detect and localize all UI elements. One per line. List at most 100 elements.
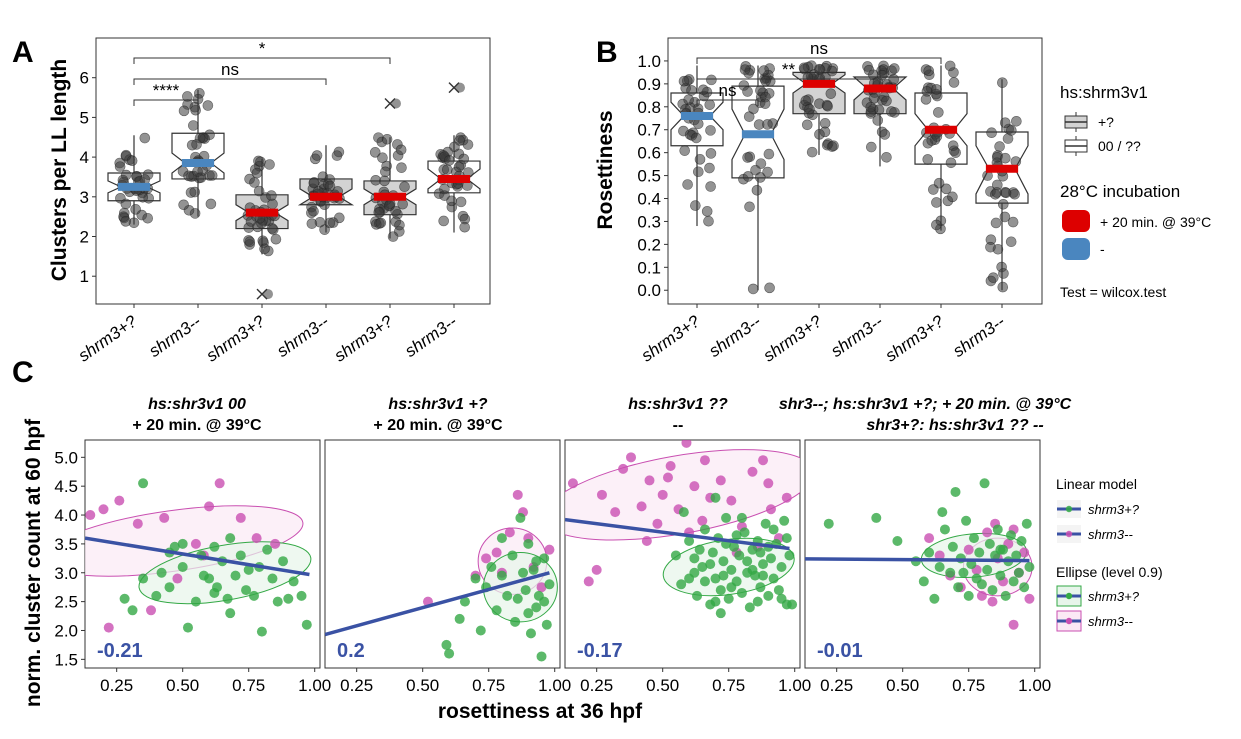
significance-bracket [696, 57, 942, 64]
point-shrm3-minus [114, 495, 125, 506]
point-shrm3-plus [705, 559, 716, 570]
point-shrm3-plus [697, 561, 708, 572]
significance-bracket [133, 57, 391, 64]
point-shrm3-plus [523, 538, 534, 549]
point-shrm3-plus [475, 625, 486, 636]
b-ytick-label: 0.0 [637, 281, 661, 300]
point-shrm3-minus [697, 515, 708, 526]
data-point [705, 181, 716, 192]
point-shrm3-plus [544, 579, 555, 590]
data-point [945, 157, 957, 169]
point-shrm3-minus [132, 518, 143, 529]
c-xtick-label: 0.25 [100, 676, 133, 695]
data-point [879, 129, 891, 140]
point-shrm3-plus [256, 626, 267, 637]
data-point [886, 106, 897, 117]
a-ytick-label: 3 [80, 188, 89, 207]
point-shrm3-plus [776, 593, 787, 604]
point-shrm3-plus [267, 573, 278, 584]
point-shrm3-plus [539, 596, 550, 607]
data-point [694, 154, 706, 165]
point-shrm3-plus [441, 639, 452, 650]
point-shrm3-minus [758, 455, 769, 466]
point-shrm3-plus [979, 478, 990, 489]
data-point [331, 150, 343, 161]
data-point [759, 98, 771, 109]
data-point [683, 94, 694, 105]
data-point [1005, 236, 1017, 248]
data-point [922, 154, 934, 165]
point-shrm3-plus [491, 605, 502, 616]
data-point [324, 180, 336, 192]
point-shrm3-plus [531, 556, 542, 567]
point-shrm3-plus [752, 596, 763, 607]
a-xtick-label: shrm3-- [273, 312, 332, 361]
data-point [950, 147, 961, 158]
facet-plot-area [85, 478, 312, 637]
legend-swatch-none [1062, 238, 1090, 260]
point-shrm3-plus [502, 590, 513, 601]
correlation-label: 0.2 [337, 640, 365, 662]
legend-c-lm-key-2 [1057, 525, 1081, 543]
point-shrm3-plus [768, 573, 779, 584]
panel-letter-a: A [12, 36, 34, 69]
point-shrm3-plus [496, 570, 507, 581]
data-point [308, 205, 319, 217]
point-shrm3-plus [525, 628, 536, 639]
facet-4: -0.01 0.25 0.50 0.75 1.00 [804, 439, 1051, 695]
data-point [704, 99, 716, 110]
point-shrm3-minus [172, 573, 183, 584]
point-shrm3-plus [731, 530, 742, 541]
point-shrm3-minus [596, 489, 607, 500]
point-shrm3-plus [531, 602, 542, 613]
panel-c-xlabel: rosettiness at 36 hpf [438, 700, 643, 723]
significance-bracket [696, 78, 881, 85]
c-xtick-label: 0.50 [166, 676, 199, 695]
point-shrm3-plus [953, 582, 964, 593]
data-point [692, 118, 704, 130]
c-ytick-label: 2.0 [54, 621, 78, 640]
point-shrm3-plus [718, 556, 729, 567]
point-shrm3-plus [138, 478, 149, 489]
panel-a-points [114, 82, 474, 300]
data-point [865, 141, 877, 153]
c-xtick-label: 0.50 [406, 676, 439, 695]
point-shrm3-plus [961, 515, 972, 526]
data-point [370, 175, 381, 186]
outlier-point [391, 98, 401, 109]
point-shrm3-minus [699, 455, 710, 466]
data-point [923, 65, 934, 77]
legend-c-lm-item-1: shrm3+? [1088, 502, 1140, 517]
point-shrm3-plus [784, 550, 795, 561]
data-point [1000, 187, 1012, 199]
legend-ab: hs:shrm3v1 +? 00 / ?? 28°C incubation + … [1060, 83, 1211, 300]
point-shrm3-minus [982, 527, 993, 538]
data-point [743, 111, 755, 122]
b-xtick-label: shrm3-- [827, 312, 886, 361]
c-ytick-label: 4.0 [54, 506, 78, 525]
facet-1-title-1: hs:shr3v1 00 [148, 396, 246, 413]
data-point [202, 100, 214, 111]
c-xtick-label: 1.00 [1018, 676, 1051, 695]
point-shrm3-plus [739, 527, 750, 538]
b-ytick-label: 0.3 [637, 212, 661, 231]
c-ytick-label: 3.0 [54, 564, 78, 583]
point-shrm3-plus [781, 533, 792, 544]
point-shrm3-plus [723, 593, 734, 604]
data-point [192, 166, 203, 177]
point-shrm3-minus [636, 501, 647, 512]
legend-c: Linear model shrm3+? shrm3-- Ellipse (le… [1056, 476, 1163, 632]
panel-c-facets: -0.21 0.25 0.50 0.75 1.00 0.2 0.25 0.50 0.75 1.00… [84, 439, 1051, 695]
point-shrm3-plus [692, 590, 703, 601]
point-shrm3-plus [177, 561, 188, 572]
point-shrm3-plus [699, 524, 710, 535]
data-point [373, 132, 384, 143]
data-point [308, 177, 320, 189]
point-shrm3-minus [583, 576, 594, 587]
data-point [395, 144, 407, 156]
correlation-label: -0.17 [577, 640, 623, 662]
point-shrm3-plus [1019, 582, 1030, 593]
point-shrm3-plus [987, 585, 998, 596]
data-point [705, 125, 716, 136]
a-ytick-label: 6 [80, 69, 89, 88]
